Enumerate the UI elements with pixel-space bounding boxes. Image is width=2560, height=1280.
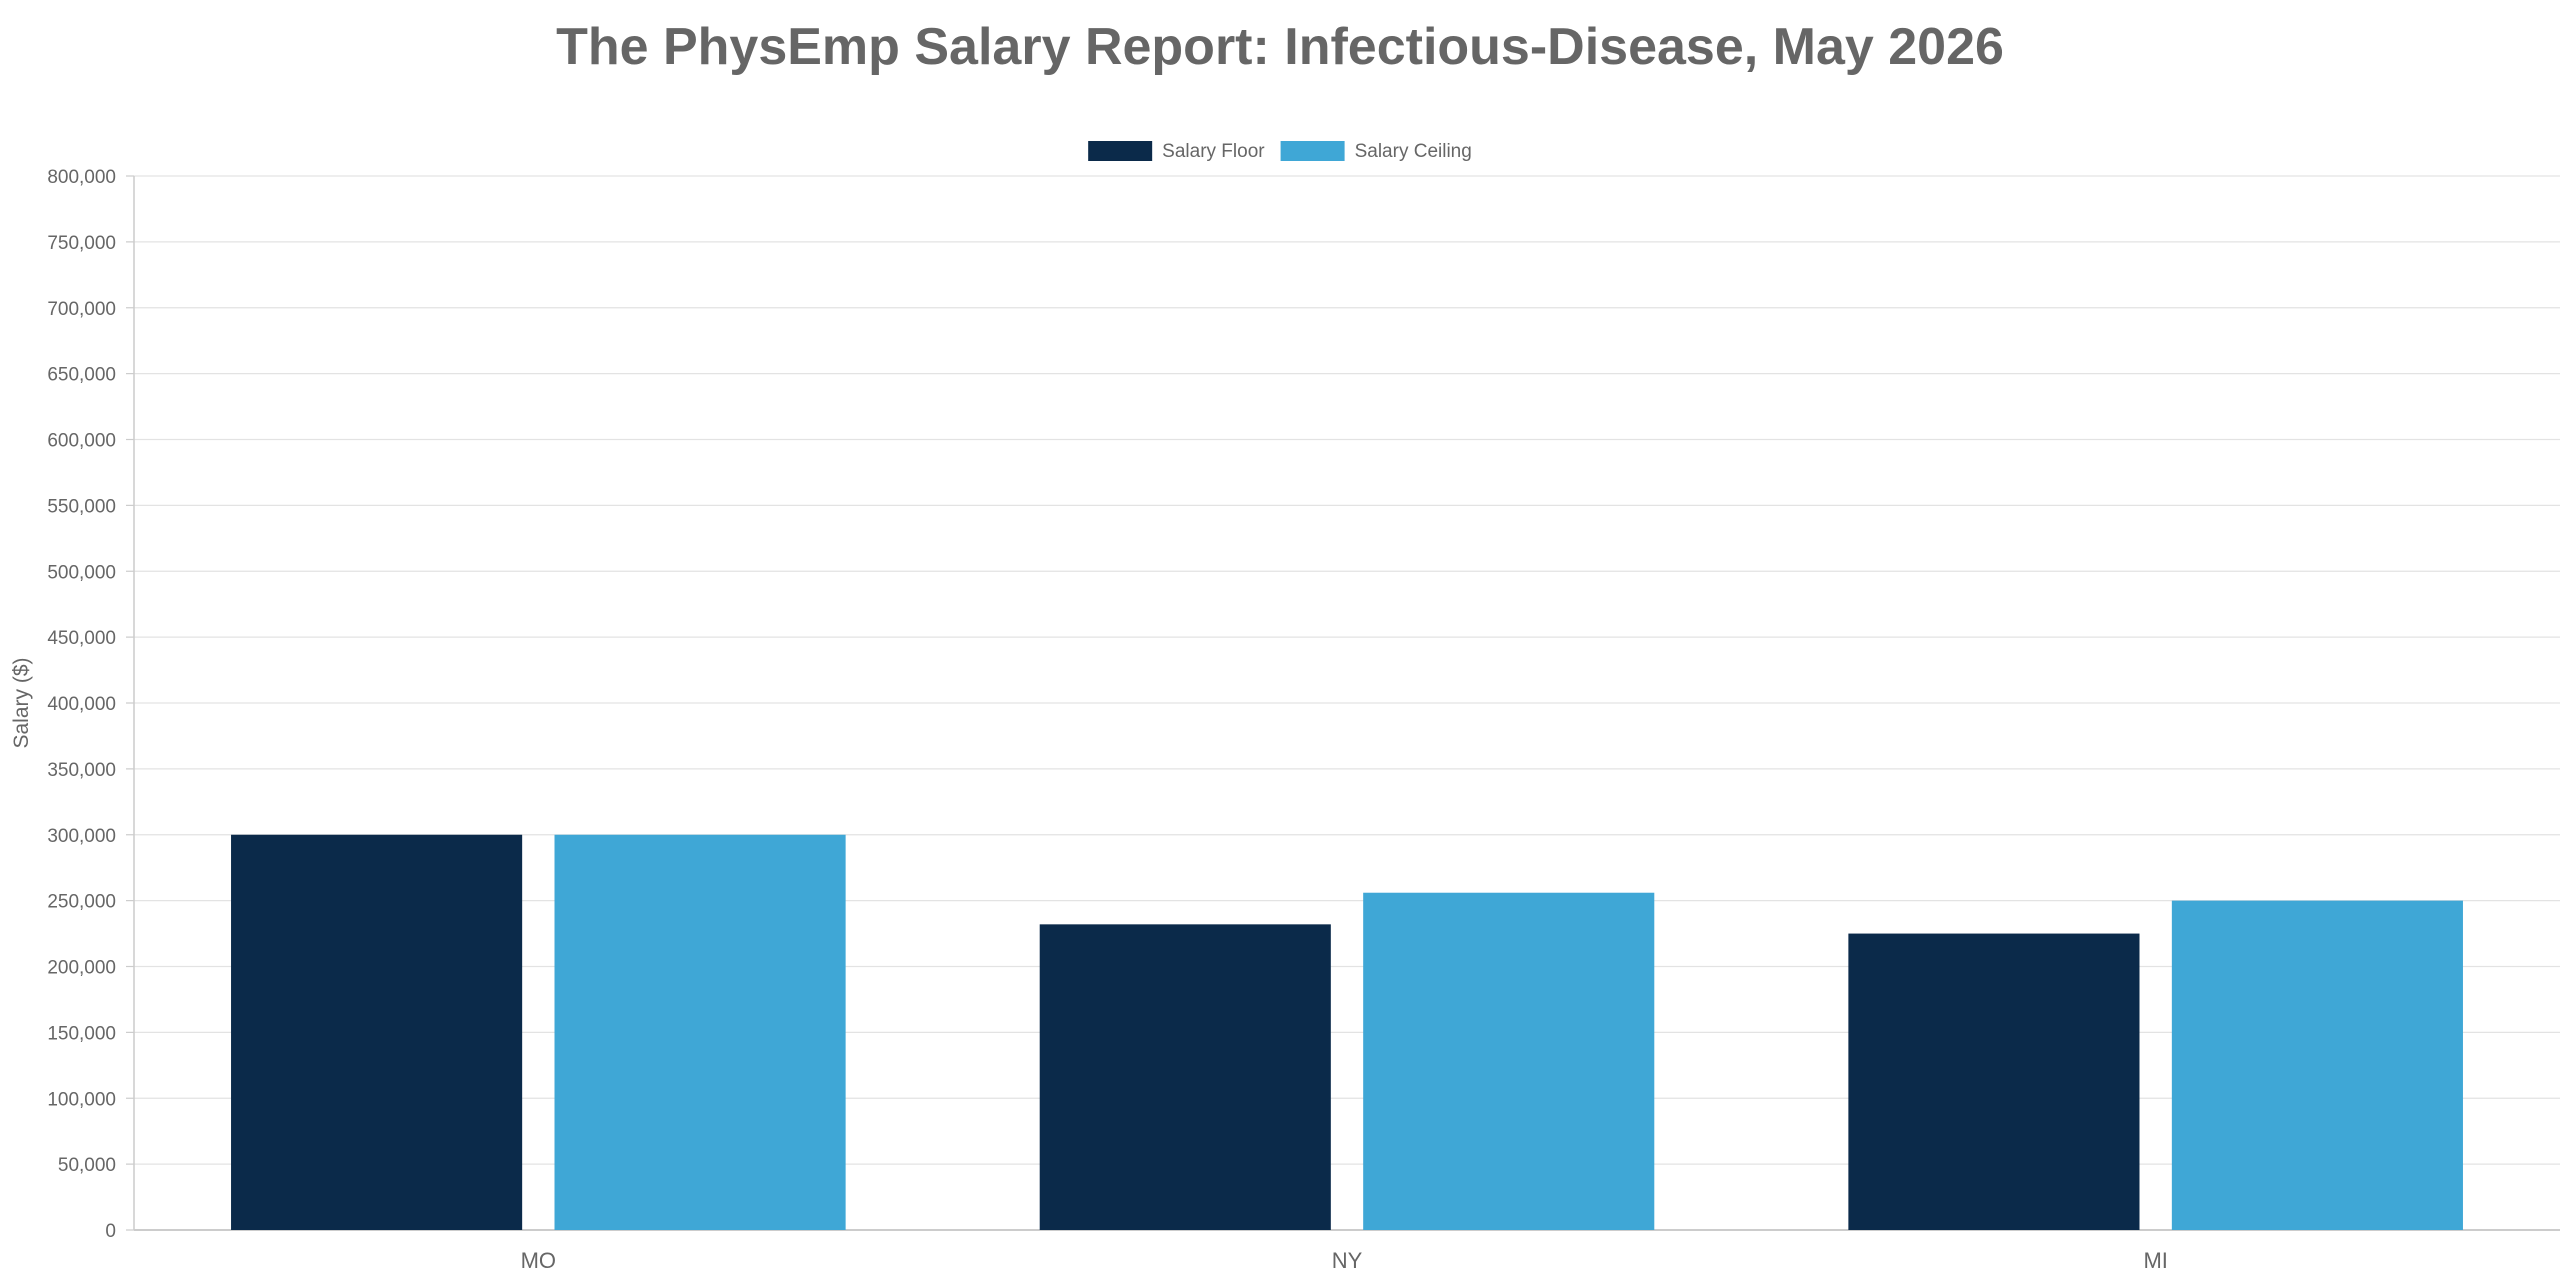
bar-salary-floor-ny[interactable] (1039, 924, 1331, 1230)
x-tick-label: NY (1332, 1248, 1363, 1273)
bar-salary-floor-mi[interactable] (1848, 933, 2140, 1230)
bar-salary-ceiling-ny[interactable] (1363, 892, 1655, 1230)
y-tick-label: 550,000 (47, 496, 116, 517)
x-tick-label: MI (2143, 1248, 2167, 1273)
y-tick-label: 800,000 (47, 167, 116, 188)
chart-title: The PhysEmp Salary Report: Infectious-Di… (556, 18, 2004, 76)
y-tick-label: 200,000 (47, 958, 116, 979)
y-tick-label: 750,000 (47, 233, 116, 254)
y-tick-label: 600,000 (47, 431, 116, 452)
axes (126, 175, 135, 1231)
bar-salary-ceiling-mi[interactable] (2171, 900, 2463, 1230)
legend[interactable]: Salary Floor Salary Ceiling (1088, 141, 1472, 162)
x-tick-label: MO (521, 1248, 556, 1273)
legend-swatch (1280, 141, 1345, 161)
y-tick-label: 300,000 (47, 826, 116, 847)
y-tick-label: 450,000 (47, 628, 116, 649)
legend-label: Salary Floor (1162, 141, 1265, 162)
y-tick-label: 50,000 (58, 1155, 116, 1176)
y-tick-label: 500,000 (47, 562, 116, 583)
bars (231, 834, 2463, 1230)
legend-item-salary-ceiling[interactable]: Salary Ceiling (1280, 141, 1472, 162)
y-tick-label: 400,000 (47, 694, 116, 715)
y-tick-label: 250,000 (47, 892, 116, 913)
y-tick-label: 350,000 (47, 760, 116, 781)
y-tick-label: 0 (105, 1221, 116, 1242)
legend-swatch (1088, 141, 1153, 161)
legend-label: Salary Ceiling (1355, 141, 1472, 162)
y-axis-title: Salary ($) (10, 657, 33, 748)
y-tick-label: 100,000 (47, 1089, 116, 1110)
y-tick-label: 650,000 (47, 365, 116, 386)
bar-salary-ceiling-mo[interactable] (554, 834, 846, 1230)
legend-item-salary-floor[interactable]: Salary Floor (1088, 141, 1265, 162)
y-tick-label: 150,000 (47, 1023, 116, 1044)
gridlines (134, 175, 2560, 1231)
axis-labels: 0 50,000 100,000 150,000 200,000 250,000 300,0… (47, 167, 2168, 1273)
bar-salary-floor-mo[interactable] (231, 834, 523, 1230)
y-tick-label: 700,000 (47, 299, 116, 320)
